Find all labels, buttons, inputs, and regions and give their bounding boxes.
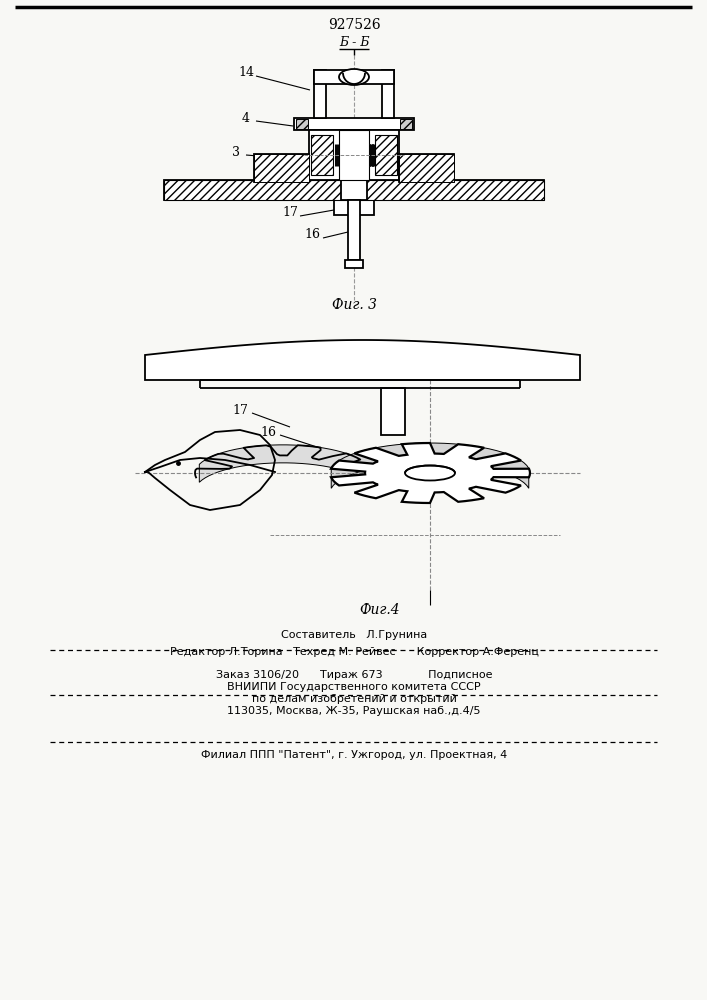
Text: Филиал ППП "Патент", г. Ужгород, ул. Проектная, 4: Филиал ППП "Патент", г. Ужгород, ул. Про… (201, 750, 507, 760)
Bar (296, 119, 308, 129)
Bar (381, 388, 405, 435)
Text: 17: 17 (232, 403, 248, 416)
Text: 16: 16 (260, 426, 276, 438)
Bar (382, 70, 394, 118)
Bar (254, 154, 309, 182)
Text: 4: 4 (242, 111, 250, 124)
Polygon shape (199, 445, 367, 482)
Polygon shape (332, 443, 529, 488)
Bar (311, 135, 333, 175)
Bar (334, 185, 374, 215)
Bar (309, 130, 399, 180)
Bar (399, 154, 454, 182)
Bar (314, 70, 394, 84)
Text: Фиг.4: Фиг.4 (360, 603, 400, 617)
Text: 16: 16 (304, 229, 320, 241)
Bar (254, 154, 309, 182)
Text: 3: 3 (232, 145, 240, 158)
Text: 113035, Москва, Ж-35, Раушская наб.,д.4/5: 113035, Москва, Ж-35, Раушская наб.,д.4/… (227, 706, 481, 716)
Bar (164, 180, 544, 200)
Bar (399, 154, 454, 182)
Bar (345, 260, 363, 268)
Bar (341, 180, 367, 200)
Text: Составитель   Л.Грунина: Составитель Л.Грунина (281, 630, 427, 640)
Text: 17: 17 (282, 207, 298, 220)
Bar (375, 135, 397, 175)
Ellipse shape (405, 466, 455, 481)
Bar (400, 119, 412, 129)
Text: ВНИИПИ Государственного комитета СССР: ВНИИПИ Государственного комитета СССР (227, 682, 481, 692)
Text: Редактор Л.Торина   Техред М. Рейвес      Корректор А.Ференц: Редактор Л.Торина Техред М. Рейвес Корре… (170, 647, 539, 657)
Text: 14: 14 (238, 66, 254, 79)
Bar (348, 200, 360, 260)
Text: Фиг. 3: Фиг. 3 (332, 298, 377, 312)
Polygon shape (145, 340, 580, 380)
Bar (314, 70, 326, 118)
Text: Заказ 3106/20      Тираж 673             Подписное: Заказ 3106/20 Тираж 673 Подписное (216, 670, 492, 680)
Polygon shape (331, 443, 530, 503)
Ellipse shape (339, 69, 369, 85)
Bar (339, 130, 369, 180)
Bar (164, 180, 544, 200)
Text: 927526: 927526 (327, 18, 380, 32)
Text: Б - Б: Б - Б (339, 36, 369, 49)
Bar (294, 118, 414, 130)
Text: по делам изобретений и открытий: по делам изобретений и открытий (252, 694, 457, 704)
